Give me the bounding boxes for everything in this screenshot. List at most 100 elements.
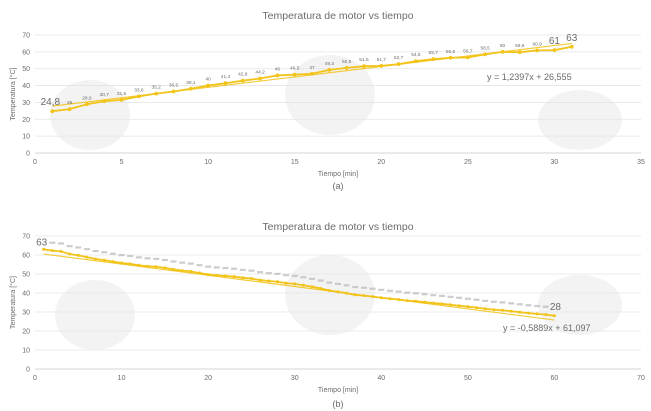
data-point — [59, 249, 63, 253]
data-label: 58,5 — [480, 45, 490, 51]
data-label-mark — [135, 256, 142, 259]
y-tick-label: 40 — [22, 291, 30, 298]
data-label-mark — [542, 305, 549, 308]
line-chart-a: Temperatura de motor vs tiempo 0 10 20 30 40 5… — [9, 10, 645, 191]
data-point — [552, 314, 556, 318]
data-point — [85, 255, 89, 259]
data-label-mark — [490, 300, 497, 303]
data-point — [85, 102, 89, 107]
data-point — [414, 299, 418, 303]
data-label-mark — [222, 266, 229, 270]
data-label-mark — [196, 264, 203, 267]
data-point — [509, 309, 513, 313]
x-tick-label: 25 — [464, 159, 472, 166]
data-point — [379, 296, 383, 300]
data-label-mark — [369, 287, 376, 290]
data-label-mark — [179, 261, 186, 264]
data-label-mark — [101, 251, 108, 254]
data-point — [449, 303, 453, 307]
x-tick-label: 60 — [551, 375, 559, 382]
data-point — [362, 64, 366, 69]
data-label-mark — [283, 274, 290, 277]
data-point — [197, 271, 201, 275]
data-point — [215, 273, 219, 277]
data-point — [431, 57, 436, 62]
data-point — [310, 71, 314, 76]
data-label-mark — [109, 252, 116, 255]
data-point — [336, 290, 340, 294]
data-label-mark — [265, 272, 272, 275]
data-label-mark — [83, 248, 90, 251]
data-point — [76, 253, 80, 257]
data-label: 46,5 — [290, 66, 300, 72]
trendline-equation: y = -0,5889x + 61,097 — [503, 323, 591, 333]
data-label-mark — [421, 293, 428, 296]
data-label-mark — [57, 242, 64, 245]
background-shape — [50, 80, 130, 150]
data-point — [353, 293, 357, 297]
data-point — [154, 91, 159, 96]
y-tick-label: 30 — [22, 310, 30, 317]
x-tick-label: 15 — [291, 159, 299, 166]
background-shape — [285, 255, 375, 335]
data-point — [240, 78, 245, 83]
data-point — [241, 276, 245, 280]
chart-title: Temperatura de motor vs tiempo — [262, 10, 413, 22]
data-point — [223, 81, 228, 86]
data-point — [50, 109, 55, 114]
data-point — [223, 274, 227, 278]
data-point — [111, 260, 115, 264]
data-label-mark — [257, 271, 264, 274]
data-label-start: 63 — [36, 237, 48, 248]
data-label: 55,7 — [429, 50, 439, 56]
x-axis-title: Tiempo [min] — [318, 171, 358, 178]
data-point — [102, 99, 107, 104]
data-label: 51,7 — [377, 57, 387, 63]
data-label: 56,5 — [446, 49, 456, 55]
data-label-mark — [335, 282, 341, 286]
data-label-mark — [239, 268, 246, 271]
data-point — [483, 52, 488, 57]
y-axis-title: Temperatura [°C] — [9, 276, 17, 329]
data-point — [552, 48, 557, 53]
data-label: 51,5 — [359, 57, 369, 63]
data-point — [206, 273, 210, 277]
data-label-mark — [360, 286, 367, 289]
data-point — [171, 89, 176, 94]
data-point — [397, 297, 401, 301]
data-label: 60,9 — [532, 41, 542, 47]
data-label-mark — [378, 288, 385, 291]
data-label: 52,7 — [394, 55, 404, 61]
y-tick-label: 0 — [26, 151, 30, 158]
x-tick-label: 5 — [120, 159, 124, 166]
data-point — [128, 262, 132, 266]
data-label: 63 — [566, 33, 578, 44]
data-point — [293, 282, 297, 286]
x-tick-label: 40 — [377, 375, 385, 382]
data-label-mark — [127, 254, 134, 258]
data-point — [249, 277, 253, 281]
data-label-mark — [300, 276, 307, 279]
y-tick-label: 20 — [22, 329, 30, 336]
x-tick-label: 0 — [33, 375, 37, 382]
data-label-mark — [404, 291, 411, 294]
data-label: 60 — [500, 43, 506, 49]
data-label: 31,5 — [117, 91, 127, 97]
data-label-mark — [438, 294, 445, 298]
x-tick-label: 20 — [204, 375, 212, 382]
data-label-mark — [456, 296, 463, 299]
data-point — [232, 275, 236, 279]
data-point — [526, 311, 530, 315]
data-point — [267, 279, 271, 283]
figure-panel-a: Temperatura de motor vs tiempo 0 10 20 30 40 5… — [0, 0, 651, 200]
data-label-mark — [343, 284, 350, 287]
data-label-mark — [317, 279, 324, 282]
data-label-mark — [187, 262, 194, 265]
data-label: 56,7 — [463, 48, 473, 54]
data-label-mark — [92, 249, 99, 253]
y-tick-label: 10 — [22, 348, 30, 355]
data-label-mark — [118, 253, 125, 257]
data-point — [431, 301, 435, 305]
chart-title: Temperatura de motor vs tiempo — [262, 221, 413, 233]
data-point — [42, 247, 46, 251]
